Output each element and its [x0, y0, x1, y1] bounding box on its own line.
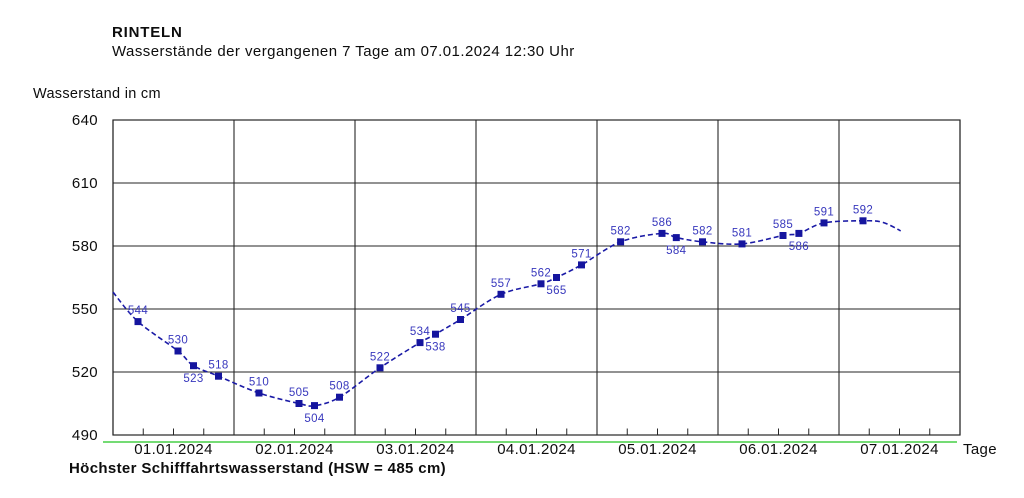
data-point-marker [658, 229, 666, 237]
data-point-label: 508 [329, 381, 349, 393]
data-point-label: 585 [773, 219, 793, 231]
hsw-caption: Höchster Schifffahrtswasserstand (HSW = … [69, 460, 446, 477]
y-axis-tick-label: 550 [72, 301, 98, 318]
data-point-marker [578, 261, 585, 269]
data-point-label: 571 [571, 248, 591, 260]
data-point-marker [432, 330, 439, 338]
x-axis-tick-label: 05.01.2024 [618, 441, 697, 458]
water-level-series-path [112, 219, 902, 407]
data-point-marker [779, 232, 787, 239]
data-point-marker [336, 393, 343, 401]
data-point-label: 545 [450, 303, 470, 315]
y-axis-title: Wasserstand in cm [33, 86, 161, 102]
data-point-marker [190, 362, 197, 370]
data-point-marker [553, 274, 560, 281]
data-point-label: 504 [304, 413, 324, 425]
data-point-label: 565 [546, 285, 566, 297]
page-title: RINTELN [112, 24, 183, 41]
data-point-label: 530 [168, 335, 188, 347]
page-subtitle: Wasserstände der vergangenen 7 Tage am 0… [112, 43, 575, 60]
data-point-marker [820, 219, 828, 227]
y-axis-tick-label: 520 [72, 364, 98, 381]
data-point-marker [699, 238, 706, 246]
data-point-marker [311, 402, 318, 410]
data-point-label: 538 [425, 342, 445, 354]
plot-border [112, 119, 961, 436]
x-axis-unit-label: Tage [963, 441, 997, 458]
data-point-marker [295, 400, 303, 407]
data-point-marker [672, 234, 680, 242]
data-point-label: 510 [249, 377, 269, 389]
y-axis-tick-label: 580 [72, 238, 98, 255]
data-point-marker [134, 318, 142, 326]
data-point-label: 557 [491, 278, 511, 290]
data-point-label: 534 [410, 326, 430, 338]
data-point-marker [215, 372, 222, 380]
x-axis-tick-label: 04.01.2024 [497, 441, 576, 458]
data-point-marker [497, 290, 505, 298]
data-point-label: 523 [183, 373, 203, 385]
data-point-label: 544 [128, 305, 148, 317]
data-point-label: 586 [652, 217, 672, 229]
data-point-label: 584 [666, 245, 686, 257]
data-point-marker [174, 347, 182, 355]
data-point-marker [537, 280, 545, 288]
hsw-line [103, 441, 957, 443]
y-axis-tick-label: 490 [72, 427, 98, 444]
data-point-label: 518 [208, 360, 228, 372]
data-point-label: 582 [610, 225, 630, 237]
data-point-label: 505 [289, 387, 309, 399]
data-point-marker [457, 316, 464, 323]
x-axis-tick-label: 07.01.2024 [860, 441, 939, 458]
data-point-label: 581 [732, 227, 752, 239]
data-point-label: 592 [853, 204, 873, 216]
data-point-label: 522 [370, 351, 390, 363]
data-point-label: 562 [531, 267, 551, 279]
data-point-marker [617, 238, 625, 246]
data-point-marker [255, 389, 263, 397]
x-axis-tick-label: 01.01.2024 [134, 441, 213, 458]
x-axis-tick-label: 03.01.2024 [376, 441, 455, 458]
data-point-marker [859, 217, 867, 225]
x-axis-tick-label: 06.01.2024 [739, 441, 818, 458]
y-axis-tick-label: 640 [72, 112, 98, 129]
data-point-label: 586 [789, 241, 809, 253]
y-axis-tick-label: 610 [72, 175, 98, 192]
data-point-marker [795, 229, 803, 237]
data-point-marker [416, 339, 424, 347]
data-point-label: 591 [814, 206, 834, 218]
x-axis-tick-label: 02.01.2024 [255, 441, 334, 458]
data-point-label: 582 [692, 225, 712, 237]
data-point-marker [738, 240, 746, 248]
data-point-marker [376, 364, 384, 372]
